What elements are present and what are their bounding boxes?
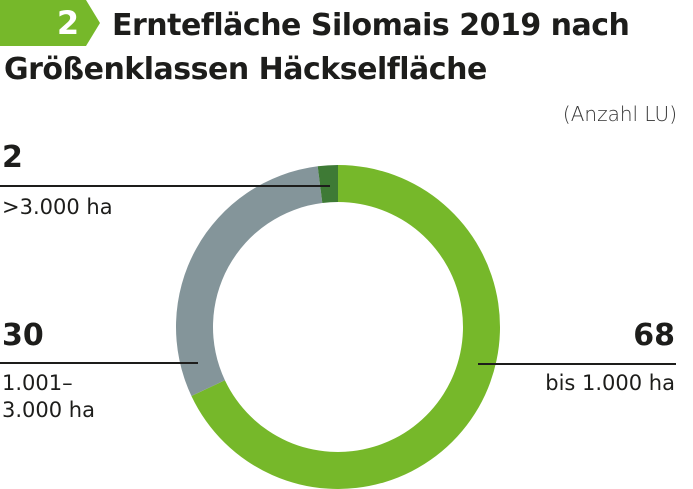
chart-number: 2 bbox=[56, 4, 80, 42]
value-label-small: 68 bbox=[633, 318, 675, 353]
category-label: 1.001– 3.000 ha bbox=[2, 371, 95, 422]
leader-line bbox=[478, 363, 676, 365]
category-label: >3.000 ha bbox=[2, 195, 113, 219]
unit-label: (Anzahl LU) bbox=[562, 102, 677, 126]
leader-line bbox=[0, 362, 198, 364]
category-label: bis 1.000 ha bbox=[545, 371, 675, 395]
badge-arrow bbox=[0, 0, 100, 46]
leader-line bbox=[0, 185, 330, 187]
donut-slice-2 bbox=[317, 165, 338, 203]
value-label-mid: 30 bbox=[2, 318, 44, 353]
donut-slice-1 bbox=[175, 166, 323, 396]
value-label-large: 2 bbox=[2, 140, 23, 175]
